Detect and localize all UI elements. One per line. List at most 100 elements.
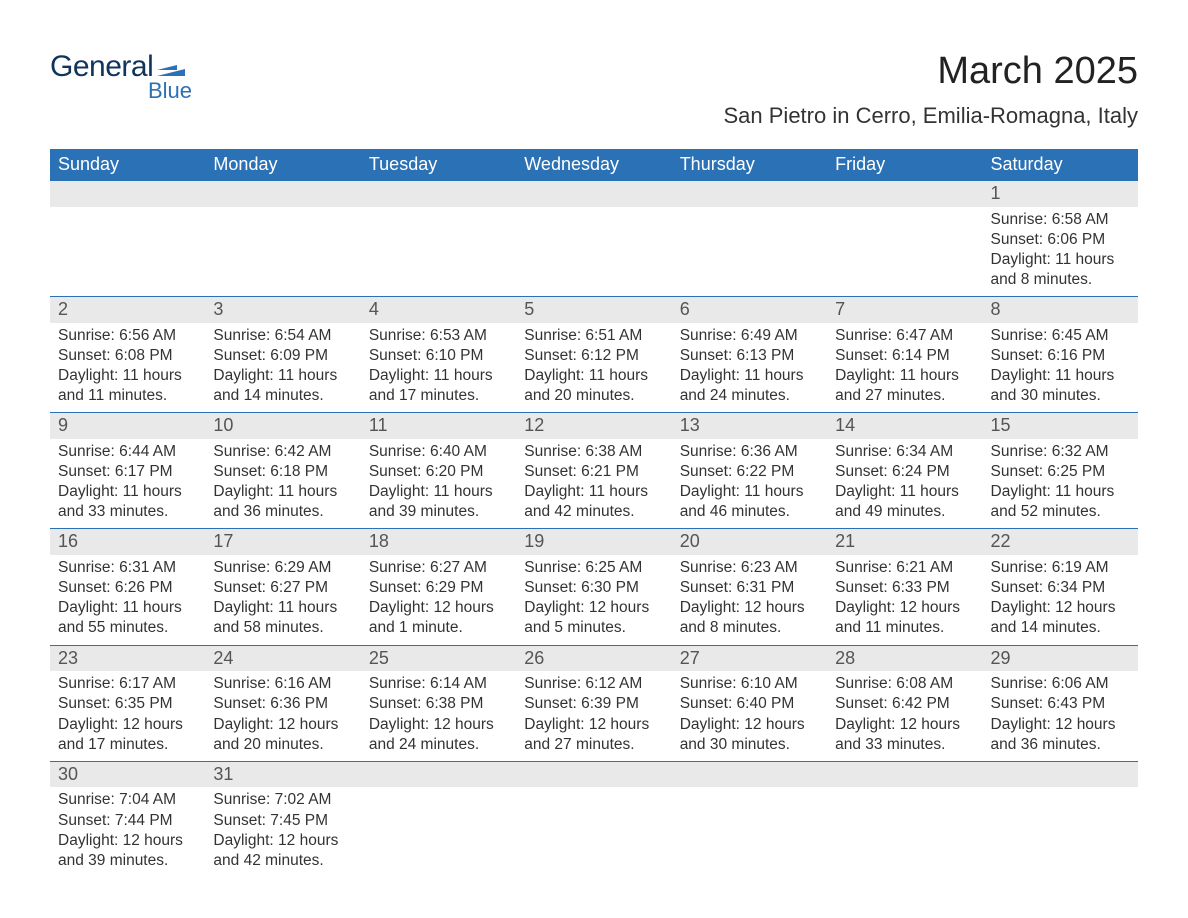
- daydata-cell: Sunrise: 6:32 AMSunset: 6:25 PMDaylight:…: [983, 439, 1138, 529]
- day-number: 3: [205, 297, 360, 323]
- day-data: Sunrise: 6:06 AMSunset: 6:43 PMDaylight:…: [983, 671, 1138, 761]
- day-data: Sunrise: 6:21 AMSunset: 6:33 PMDaylight:…: [827, 555, 982, 645]
- day-number: 13: [672, 413, 827, 439]
- daydata-cell: Sunrise: 6:29 AMSunset: 6:27 PMDaylight:…: [205, 555, 360, 645]
- sunrise-text: Sunrise: 7:04 AM: [58, 790, 197, 810]
- day-data: Sunrise: 6:54 AMSunset: 6:09 PMDaylight:…: [205, 323, 360, 413]
- day-number: 8: [983, 297, 1138, 323]
- sunset-text: Sunset: 6:09 PM: [213, 346, 352, 366]
- daylight-text: Daylight: 12 hours and 14 minutes.: [991, 598, 1130, 638]
- daylight-text: Daylight: 12 hours and 42 minutes.: [213, 831, 352, 871]
- day-number: 25: [361, 646, 516, 672]
- day-data: Sunrise: 7:04 AMSunset: 7:44 PMDaylight:…: [50, 787, 205, 877]
- day-data: Sunrise: 6:49 AMSunset: 6:13 PMDaylight:…: [672, 323, 827, 413]
- empty-cell: [361, 181, 516, 207]
- day-number: 14: [827, 413, 982, 439]
- empty-cell: [827, 787, 982, 877]
- sunrise-text: Sunrise: 6:32 AM: [991, 442, 1130, 462]
- day-number: 1: [983, 181, 1138, 207]
- day-number: 29: [983, 646, 1138, 672]
- daydata-cell: Sunrise: 6:54 AMSunset: 6:09 PMDaylight:…: [205, 323, 360, 413]
- sunset-text: Sunset: 6:18 PM: [213, 462, 352, 482]
- sunrise-text: Sunrise: 6:21 AM: [835, 558, 974, 578]
- day-number: 10: [205, 413, 360, 439]
- daylight-text: Daylight: 12 hours and 30 minutes.: [680, 715, 819, 755]
- empty-cell: [50, 207, 205, 297]
- daynum-cell: 30: [50, 761, 205, 787]
- empty-cell: [516, 181, 671, 207]
- header: General Blue March 2025 San Pietro in Ce…: [50, 50, 1138, 129]
- daydata-cell: Sunrise: 7:04 AMSunset: 7:44 PMDaylight:…: [50, 787, 205, 877]
- daydata-cell: Sunrise: 6:19 AMSunset: 6:34 PMDaylight:…: [983, 555, 1138, 645]
- empty-cell: [516, 207, 671, 297]
- sunset-text: Sunset: 6:20 PM: [369, 462, 508, 482]
- daynum-cell: 7: [827, 297, 982, 323]
- daydata-cell: Sunrise: 6:14 AMSunset: 6:38 PMDaylight:…: [361, 671, 516, 761]
- day-data: Sunrise: 6:23 AMSunset: 6:31 PMDaylight:…: [672, 555, 827, 645]
- day-number: 18: [361, 529, 516, 555]
- sunset-text: Sunset: 6:36 PM: [213, 694, 352, 714]
- day-data: Sunrise: 6:53 AMSunset: 6:10 PMDaylight:…: [361, 323, 516, 413]
- weekday-header: Thursday: [672, 149, 827, 181]
- daylight-text: Daylight: 11 hours and 24 minutes.: [680, 366, 819, 406]
- daylight-text: Daylight: 12 hours and 33 minutes.: [835, 715, 974, 755]
- empty-cell: [672, 207, 827, 297]
- daylight-text: Daylight: 11 hours and 8 minutes.: [991, 250, 1130, 290]
- day-data: Sunrise: 6:38 AMSunset: 6:21 PMDaylight:…: [516, 439, 671, 529]
- daynum-cell: 20: [672, 529, 827, 555]
- daynum-row: 16171819202122: [50, 529, 1138, 555]
- daydata-cell: Sunrise: 6:47 AMSunset: 6:14 PMDaylight:…: [827, 323, 982, 413]
- daylight-text: Daylight: 11 hours and 11 minutes.: [58, 366, 197, 406]
- sunset-text: Sunset: 6:43 PM: [991, 694, 1130, 714]
- daynum-row: 23242526272829: [50, 645, 1138, 671]
- daylight-text: Daylight: 12 hours and 24 minutes.: [369, 715, 508, 755]
- sunrise-text: Sunrise: 6:27 AM: [369, 558, 508, 578]
- day-number: 4: [361, 297, 516, 323]
- daylight-text: Daylight: 11 hours and 52 minutes.: [991, 482, 1130, 522]
- day-data: Sunrise: 6:47 AMSunset: 6:14 PMDaylight:…: [827, 323, 982, 413]
- sunrise-text: Sunrise: 6:34 AM: [835, 442, 974, 462]
- sunset-text: Sunset: 6:38 PM: [369, 694, 508, 714]
- day-number: 16: [50, 529, 205, 555]
- calendar-table: SundayMondayTuesdayWednesdayThursdayFrid…: [50, 149, 1138, 877]
- daydata-cell: Sunrise: 6:16 AMSunset: 6:36 PMDaylight:…: [205, 671, 360, 761]
- empty-cell: [672, 787, 827, 877]
- sunrise-text: Sunrise: 6:12 AM: [524, 674, 663, 694]
- day-data: Sunrise: 6:08 AMSunset: 6:42 PMDaylight:…: [827, 671, 982, 761]
- day-data: Sunrise: 6:32 AMSunset: 6:25 PMDaylight:…: [983, 439, 1138, 529]
- daylight-text: Daylight: 11 hours and 27 minutes.: [835, 366, 974, 406]
- daylight-text: Daylight: 11 hours and 14 minutes.: [213, 366, 352, 406]
- sunset-text: Sunset: 6:21 PM: [524, 462, 663, 482]
- weekday-header-row: SundayMondayTuesdayWednesdayThursdayFrid…: [50, 149, 1138, 181]
- logo-flag-icon: [157, 58, 185, 76]
- sunset-text: Sunset: 6:16 PM: [991, 346, 1130, 366]
- daylight-text: Daylight: 11 hours and 46 minutes.: [680, 482, 819, 522]
- day-number: 22: [983, 529, 1138, 555]
- day-number: 21: [827, 529, 982, 555]
- daylight-text: Daylight: 11 hours and 33 minutes.: [58, 482, 197, 522]
- daylight-text: Daylight: 11 hours and 58 minutes.: [213, 598, 352, 638]
- sunset-text: Sunset: 6:12 PM: [524, 346, 663, 366]
- daydata-cell: Sunrise: 6:40 AMSunset: 6:20 PMDaylight:…: [361, 439, 516, 529]
- weekday-header: Sunday: [50, 149, 205, 181]
- daydata-row: Sunrise: 6:17 AMSunset: 6:35 PMDaylight:…: [50, 671, 1138, 761]
- empty-cell: [361, 207, 516, 297]
- sunrise-text: Sunrise: 6:42 AM: [213, 442, 352, 462]
- daydata-cell: Sunrise: 6:06 AMSunset: 6:43 PMDaylight:…: [983, 671, 1138, 761]
- empty-cell: [672, 181, 827, 207]
- sunset-text: Sunset: 6:25 PM: [991, 462, 1130, 482]
- sunset-text: Sunset: 6:24 PM: [835, 462, 974, 482]
- sunset-text: Sunset: 7:45 PM: [213, 811, 352, 831]
- sunrise-text: Sunrise: 6:31 AM: [58, 558, 197, 578]
- empty-cell: [50, 181, 205, 207]
- sunrise-text: Sunrise: 6:08 AM: [835, 674, 974, 694]
- empty-cell: [205, 181, 360, 207]
- sunset-text: Sunset: 6:14 PM: [835, 346, 974, 366]
- day-data: Sunrise: 6:31 AMSunset: 6:26 PMDaylight:…: [50, 555, 205, 645]
- logo-text-blue: Blue: [148, 78, 192, 104]
- daynum-cell: 31: [205, 761, 360, 787]
- sunset-text: Sunset: 6:08 PM: [58, 346, 197, 366]
- daynum-cell: 25: [361, 645, 516, 671]
- day-number: 6: [672, 297, 827, 323]
- empty-cell: [361, 787, 516, 877]
